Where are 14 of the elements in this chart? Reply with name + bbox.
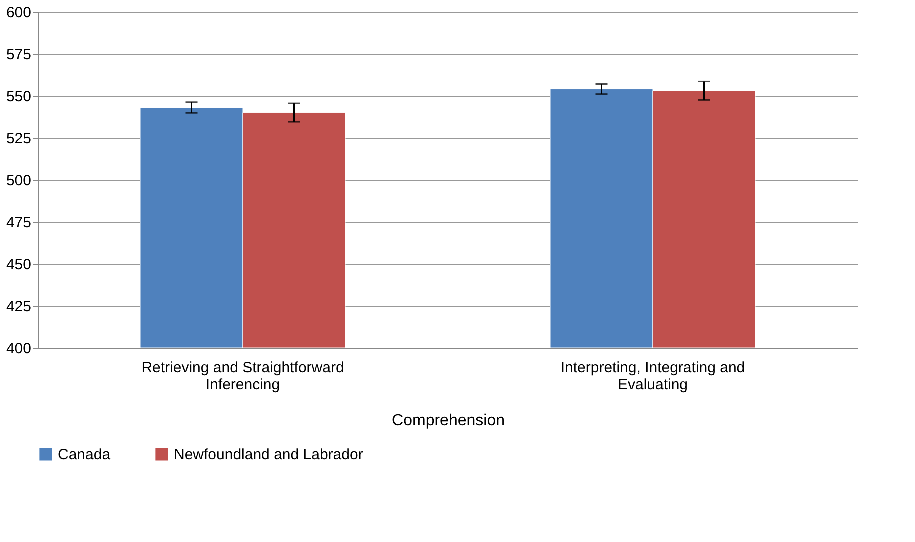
- legend-label: Newfoundland and Labrador: [174, 446, 364, 464]
- y-tick-label: 575: [6, 46, 32, 64]
- x-tick-label: Retrieving and Straightforward Inferencing: [142, 360, 344, 394]
- y-tick-label: 400: [6, 340, 32, 358]
- y-tick-label: 450: [6, 256, 32, 274]
- x-tick-label: Interpreting, Integrating and Evaluating: [560, 360, 746, 394]
- y-tick-label: 500: [6, 172, 32, 190]
- y-tick-label: 600: [6, 4, 32, 22]
- y-tick-label: 425: [6, 298, 32, 316]
- y-tick-label: 475: [6, 214, 32, 232]
- y-tick-label: 550: [6, 88, 32, 106]
- x-axis-title: Comprehension: [392, 412, 505, 430]
- legend-label: Canada: [58, 446, 112, 464]
- y-tick-label: 525: [6, 130, 32, 148]
